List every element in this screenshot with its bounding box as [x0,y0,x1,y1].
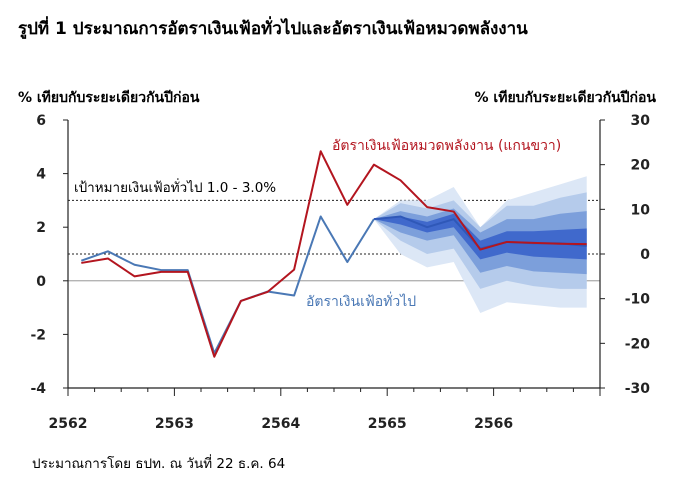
right-tick-label: 10 [631,202,651,218]
fan-chart [373,176,587,313]
x-tick-label: 2566 [474,416,513,432]
left-axis-unit-label: % เทียบกับระยะเดียวกันปีก่อน [18,90,200,106]
x-tick-label: 2565 [368,416,407,432]
right-tick-label: -10 [625,292,651,308]
x-tick-label: 2564 [261,416,300,432]
right-tick-label: -30 [625,381,651,397]
left-tick-label: -4 [30,381,46,397]
left-tick-label: 0 [36,274,46,290]
x-tick-label: 2562 [49,416,88,432]
right-axis-unit-label: % เทียบกับระยะเดียวกันปีก่อน [475,90,657,106]
left-tick-label: 2 [36,220,46,236]
right-tick-label: -20 [625,336,651,352]
target-band-label: เป้าหมายเงินเฟ้อทั่วไป 1.0 - 3.0% [74,178,276,196]
energy-inflation-series-label: อัตราเงินเฟ้อหมวดพลังงาน (แกนขวา) [332,138,561,154]
headline-inflation-series-label: อัตราเงินเฟ้อทั่วไป [306,292,416,310]
footnote: ประมาณการโดย ธปท. ณ วันที่ 22 ธ.ค. 64 [32,454,285,472]
energy-inflation-line [81,150,587,358]
left-tick-label: -2 [30,327,46,343]
right-tick-label: 20 [631,158,651,174]
series-lines [80,150,587,358]
right-tick-label: 30 [631,113,651,129]
x-tick-label: 2563 [155,416,194,432]
fan-band-inner [373,213,587,260]
left-tick-label: 6 [36,113,46,129]
left-tick-label: 4 [36,167,46,183]
chart-title: รูปที่ 1 ประมาณการอัตราเงินเฟ้อทั่วไปและ… [18,16,528,40]
right-tick-label: 0 [640,247,650,263]
